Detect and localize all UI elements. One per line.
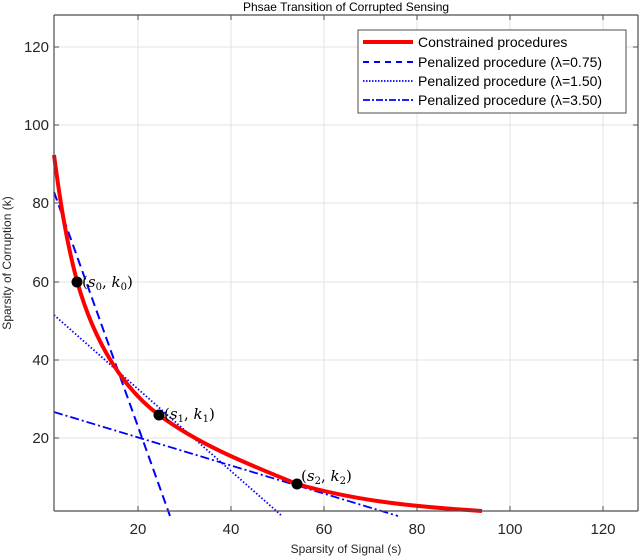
series-penalized-0-75 bbox=[53, 191, 171, 517]
series-penalized-3-50 bbox=[53, 411, 399, 517]
x-tick-label: 120 bbox=[590, 521, 615, 538]
legend-label: Constrained procedures bbox=[418, 34, 567, 50]
x-tick-label: 20 bbox=[130, 521, 147, 538]
marked-points bbox=[71, 276, 303, 490]
point-s2-k2 bbox=[291, 478, 303, 490]
y-tick-labels: 20 40 60 80 100 120 bbox=[24, 39, 49, 447]
y-tick-label: 100 bbox=[24, 117, 49, 134]
annotation-s2-k2: (s2, k2) bbox=[301, 467, 352, 487]
chart-title: Phsae Transition of Corrupted Sensing bbox=[243, 0, 449, 14]
x-tick-label: 80 bbox=[409, 521, 426, 538]
legend-label: Penalized procedure (λ=1.50) bbox=[418, 73, 602, 89]
annotation-s0-k0: (s0, k0) bbox=[82, 273, 133, 293]
x-tick-labels: 20 40 60 80 100 120 bbox=[130, 521, 616, 538]
grid bbox=[54, 15, 638, 511]
axes bbox=[53, 14, 639, 512]
point-s1-k1 bbox=[153, 409, 165, 421]
x-axis-label: Sparsity of Signal (s) bbox=[291, 542, 402, 556]
x-tick-label: 100 bbox=[497, 521, 522, 538]
legend: Constrained procedures Penalized procedu… bbox=[357, 29, 627, 114]
x-tick-label: 60 bbox=[316, 521, 333, 538]
annotation-s1-k1: (s1, k1) bbox=[164, 405, 215, 425]
y-tick-label: 40 bbox=[32, 352, 49, 369]
ticks bbox=[54, 15, 638, 511]
x-tick-label: 40 bbox=[223, 521, 240, 538]
y-tick-label: 120 bbox=[24, 39, 49, 56]
y-tick-label: 80 bbox=[32, 195, 49, 212]
series-penalized-1-50 bbox=[53, 314, 283, 517]
point-s0-k0 bbox=[71, 276, 83, 288]
y-tick-label: 20 bbox=[32, 430, 49, 447]
y-tick-label: 60 bbox=[32, 274, 49, 291]
y-axis-label: Sparsity of Corruption (k) bbox=[0, 196, 14, 329]
legend-label: Penalized procedure (λ=3.50) bbox=[418, 92, 602, 108]
legend-label: Penalized procedure (λ=0.75) bbox=[418, 54, 602, 70]
